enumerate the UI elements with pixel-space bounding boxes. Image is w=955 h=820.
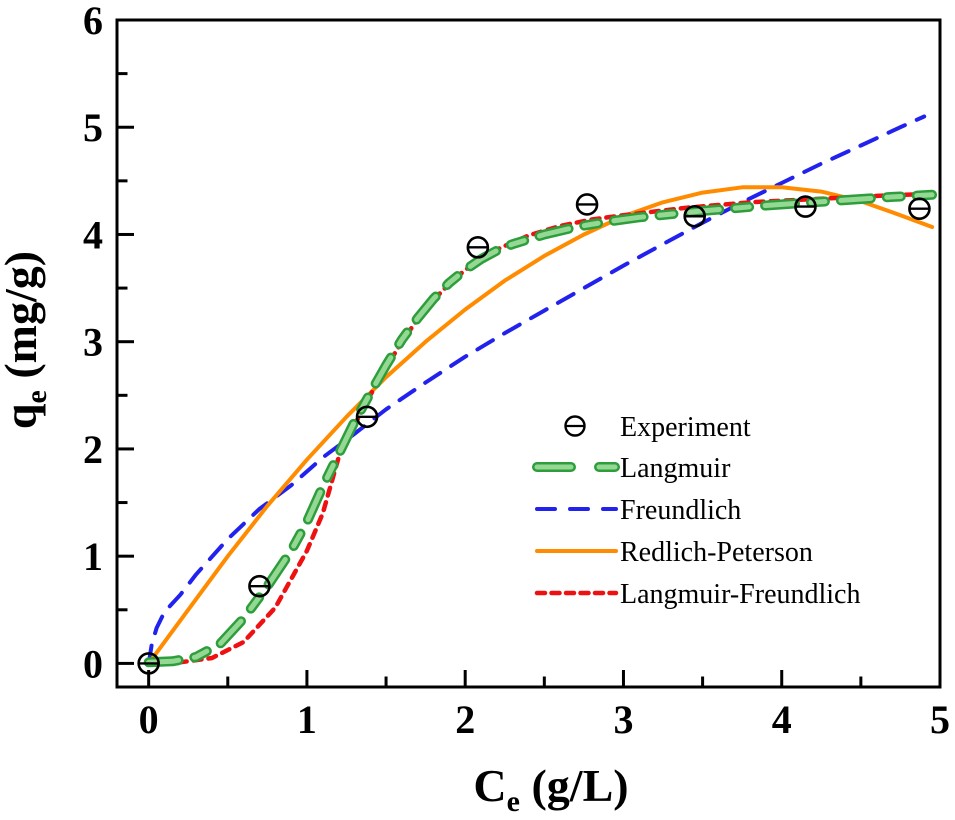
curve-redlich-peterson xyxy=(146,185,935,666)
legend-label: Langmuir xyxy=(620,453,731,484)
legend-item-langmuir: Langmuir xyxy=(532,453,731,484)
x-tick-label: 1 xyxy=(297,697,317,742)
legend-item-freundlich: Freundlich xyxy=(535,495,741,526)
x-tick-label: 0 xyxy=(139,697,159,742)
y-axis-title: qe (mg/g) xyxy=(0,251,53,429)
experiment-points xyxy=(137,193,931,675)
data-point-marker xyxy=(248,574,271,598)
data-point-marker xyxy=(683,204,706,228)
legend: Experiment Langmuir Freundlich Redlich-Pete… xyxy=(532,412,861,610)
data-point-marker xyxy=(355,405,379,429)
data-point-marker xyxy=(908,197,931,221)
y-tick-label: 4 xyxy=(83,212,103,257)
data-point-marker xyxy=(794,195,817,218)
x-tick-label: 2 xyxy=(455,697,475,742)
data-point-marker xyxy=(466,236,490,259)
x-axis-title: Ce (g/L) xyxy=(473,760,628,818)
legend-label: Langmuir-Freundlich xyxy=(620,579,861,610)
legend-label: Redlich-Peterson xyxy=(620,537,813,568)
y-tick-label: 2 xyxy=(83,427,103,472)
y-tick-label: 1 xyxy=(83,534,103,579)
y-tick-label: 0 xyxy=(83,641,103,686)
y-tick-label: 3 xyxy=(83,320,103,365)
data-point-marker xyxy=(137,652,160,675)
x-axis: 0 1 2 3 4 5 xyxy=(139,670,950,742)
y-tick-label: 5 xyxy=(83,105,103,150)
curve-langmuir-inner xyxy=(146,192,935,665)
curves xyxy=(143,114,938,668)
legend-item-experiment: Experiment xyxy=(564,412,751,443)
y-tick-label: 6 xyxy=(83,0,103,43)
data-point-marker xyxy=(575,193,599,216)
x-tick-label: 5 xyxy=(930,697,950,742)
y-axis: 0 1 2 3 4 5 6 xyxy=(83,0,134,686)
legend-item-langmuir-freundlich: Langmuir-Freundlich xyxy=(534,579,861,610)
plot-frame xyxy=(115,18,942,689)
x-tick-label: 3 xyxy=(613,697,633,742)
legend-label: Experiment xyxy=(620,412,751,443)
x-tick-label: 4 xyxy=(772,697,792,742)
legend-label: Freundlich xyxy=(620,495,741,526)
legend-item-redlich-peterson: Redlich-Peterson xyxy=(535,537,813,568)
